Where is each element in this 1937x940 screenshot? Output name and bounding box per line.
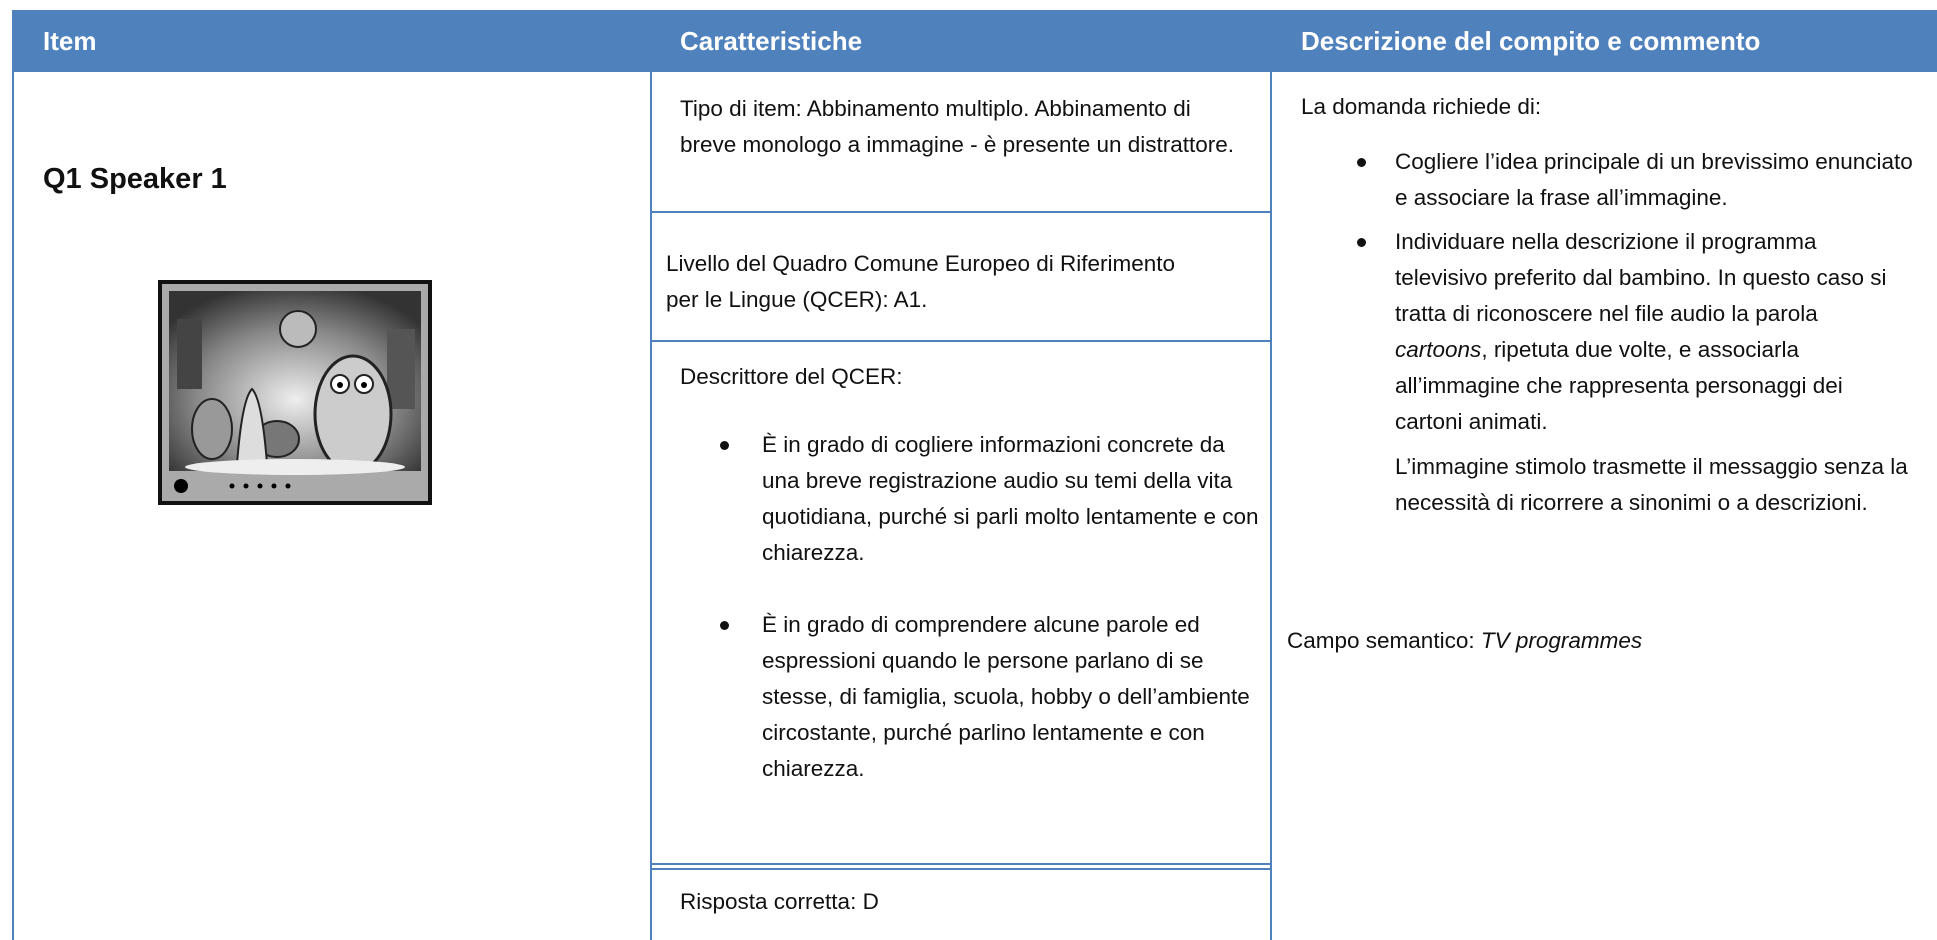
text: TV programmes: [1480, 628, 1643, 653]
intro: La domanda richiede di:: [1301, 94, 1542, 119]
level: Livello del Quadro Comune Europeo di Rif…: [666, 251, 1176, 312]
tv-image: [158, 280, 432, 505]
descriptor: È in grado di cogliere informazioni conc…: [720, 427, 1262, 571]
border: [650, 868, 1272, 870]
border: [1270, 72, 1272, 940]
header-cell: Caratteristiche: [680, 26, 863, 56]
border: [650, 211, 1272, 213]
border: [650, 72, 652, 940]
text: cartoons: [1395, 337, 1482, 362]
text: , ripetuta due volte, e associarla all’i…: [1395, 337, 1843, 434]
item-label: Q1 Speaker 1: [43, 163, 227, 195]
text: Cogliere l’idea principale di un breviss…: [1395, 149, 1913, 210]
task: Individuare nella descrizione il program…: [1357, 224, 1915, 440]
descriptor-list: È in grado di cogliere informazioni conc…: [720, 427, 1262, 787]
semantic-field: Campo semantico: TV programmes: [1287, 623, 1642, 659]
border: [650, 863, 1272, 865]
header-cell: Item: [43, 26, 97, 56]
descriptor-title: Descrittore del QCER:: [680, 364, 903, 389]
text: Campo semantico:: [1287, 628, 1481, 653]
header-cell: Descrizione del compito e commento: [1301, 26, 1761, 56]
descriptor: È in grado di comprendere alcune parole …: [720, 607, 1262, 787]
comment: L’immagine stimolo trasmette il messaggi…: [1395, 454, 1908, 515]
text: Individuare nella descrizione il program…: [1395, 229, 1887, 326]
border: [12, 72, 14, 940]
task-list: Cogliere l’idea principale di un breviss…: [1357, 144, 1915, 440]
header-bar: [12, 10, 1937, 72]
item-type: Tipo di item: Abbinamento multiplo. Abbi…: [680, 96, 1235, 157]
border: [650, 340, 1272, 342]
answer: Risposta corretta: D: [680, 889, 879, 914]
task: Cogliere l’idea principale di un breviss…: [1357, 144, 1915, 216]
